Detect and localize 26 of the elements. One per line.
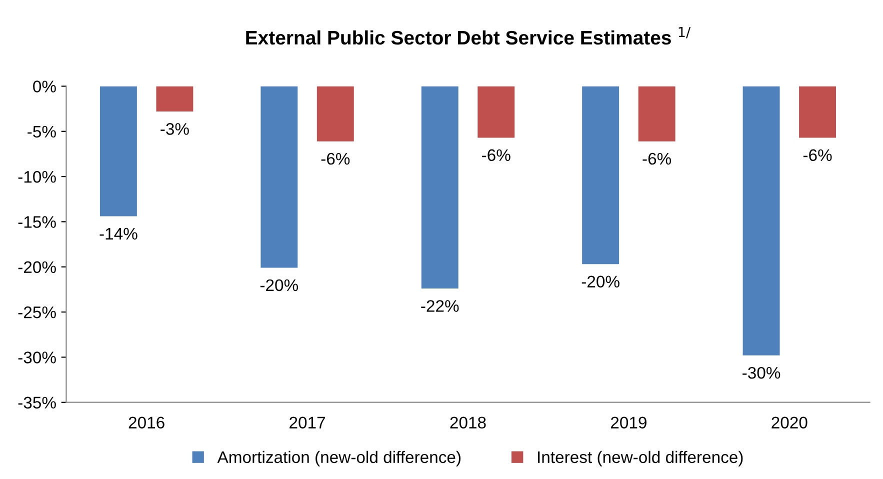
y-tick-label: 0% [33,80,56,92]
y-tick-label: -5% [28,126,56,138]
x-tick-label: 2017 [290,416,325,428]
y-tick-label: -15% [18,216,56,228]
data-label: -30% [742,366,780,379]
y-tick-label: -25% [18,306,56,318]
data-label: -3% [160,123,189,135]
legend-label: Amortization (new-old difference) [217,450,460,466]
chart-title: External Public Sector Debt Service Estimates $^{1/}$ [246,27,691,45]
y-tick-label: -35% [18,396,56,409]
y-tick-label: -20% [18,261,56,274]
data-label: -14% [100,228,138,240]
data-label: -22% [421,300,459,312]
x-tick-label: 2020 [772,416,808,428]
data-label: -6% [482,149,510,162]
x-tick-label: 2018 [450,416,486,428]
data-label: -6% [321,152,350,165]
data-label: -20% [260,279,298,292]
data-label: -6% [642,152,672,165]
y-tick-label: -10% [18,170,56,183]
data-label: -6% [803,149,832,162]
x-tick-label: 2016 [128,416,164,428]
x-tick-label: 2019 [611,416,646,428]
legend-label: Interest (new-old difference) [538,450,743,466]
y-tick-label: -30% [18,352,56,364]
data-label: -20% [582,276,620,288]
